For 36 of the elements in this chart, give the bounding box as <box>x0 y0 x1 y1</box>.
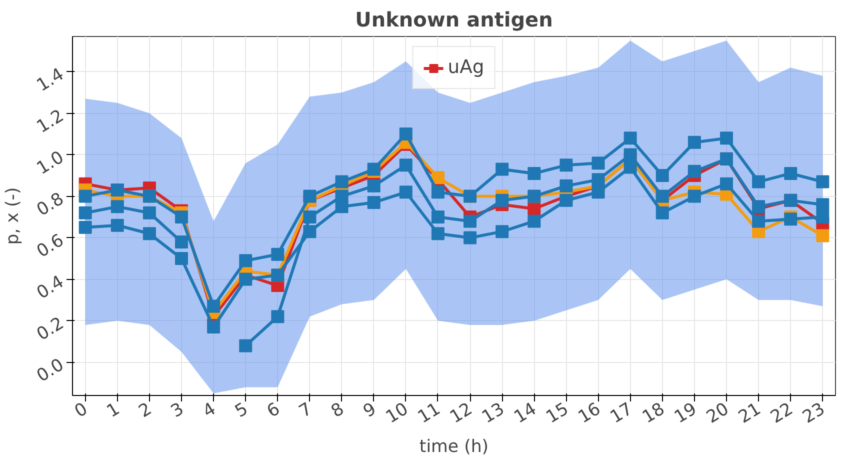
y-tick-label: 1.0 <box>34 148 68 179</box>
x-tick-label: 10 <box>382 399 412 428</box>
x-tick-label: 14 <box>510 399 540 428</box>
x-tick-label: 15 <box>542 399 572 428</box>
x-tick-label: 8 <box>328 399 348 422</box>
x-axis-title: time (h) <box>419 437 489 458</box>
x-tick-label: 21 <box>735 399 765 428</box>
x-tick-label: 0 <box>71 399 92 422</box>
x-tick-label: 18 <box>639 399 668 428</box>
x-tick-label: 22 <box>767 399 797 428</box>
y-tick-label: 0.2 <box>34 314 68 346</box>
y-tick-label: 0.6 <box>34 230 68 262</box>
x-tick-label: 13 <box>478 399 508 428</box>
y-tick-label: 1.2 <box>34 106 68 138</box>
x-tick-label: 12 <box>446 399 476 428</box>
y-tick-label: 0.4 <box>34 272 68 304</box>
x-tick-label: 4 <box>200 399 220 422</box>
x-tick-label: 1 <box>104 399 124 422</box>
y-tick-label: 1.4 <box>34 64 68 96</box>
y-tick-label: 0.8 <box>34 189 68 220</box>
x-tick-label: 19 <box>671 399 700 428</box>
x-tick-label: 20 <box>703 399 733 428</box>
legend-label: uAg <box>448 57 484 78</box>
x-tick-label: 3 <box>168 399 188 422</box>
x-tick-label: 7 <box>296 399 316 422</box>
y-tick-label: 0.0 <box>34 355 68 387</box>
chart-title: Unknown antigen <box>355 8 553 32</box>
x-tick-label: 5 <box>232 399 252 422</box>
x-tick-label: 6 <box>264 399 284 422</box>
x-tick-label: 17 <box>607 399 636 428</box>
y-axis-title: p, x (-) <box>3 187 24 245</box>
x-tick-label: 16 <box>575 399 604 428</box>
x-tick-label: 9 <box>360 399 380 422</box>
x-tick-label: 23 <box>799 399 829 428</box>
x-tick-label: 2 <box>136 399 156 422</box>
x-tick-label: 11 <box>414 399 444 428</box>
